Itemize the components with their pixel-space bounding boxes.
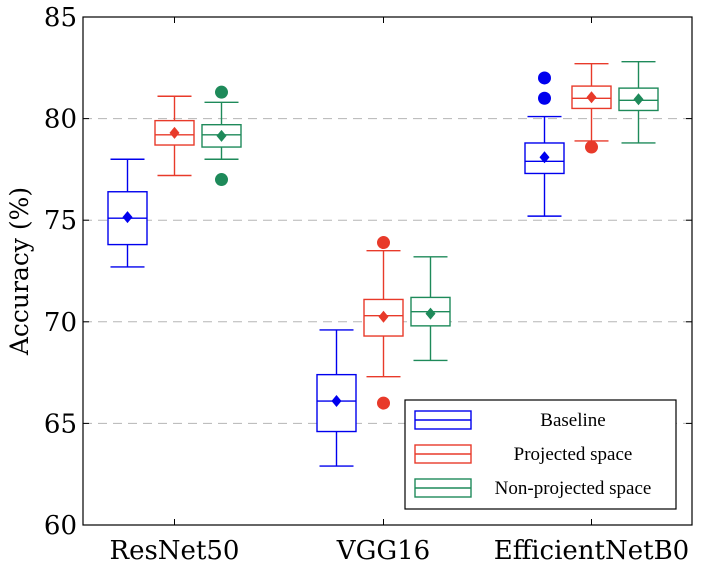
x-tick-label: VGG16 [336,536,430,566]
mean-marker [586,91,597,104]
legend-label: Non-projected space [495,478,652,499]
mean-marker [539,151,550,164]
y-axis: 60 65 70 75 80 85 [44,3,692,541]
box-projected-space-vgg16 [363,236,404,410]
mean-marker [633,93,644,106]
y-tick-label: 75 [44,206,77,236]
x-axis: ResNet50 VGG16 EfficientNetB0 [110,17,689,566]
x-tick-label: ResNet50 [110,536,240,566]
legend-label: Baseline [540,410,605,431]
y-axis-label: Accuracy (%) [5,187,34,356]
x-tick-label: EfficientNetB0 [494,536,689,566]
mean-marker [331,395,342,408]
mean-marker [425,307,436,320]
outlier-point [538,71,551,85]
box-non-projected-space-resnet50 [201,85,242,187]
box-groups [107,61,659,467]
box-baseline-efficientnetb0 [524,71,565,217]
legend-entry: Non-projected space [414,478,652,499]
legend-label: Projected space [514,444,633,465]
legend: Baseline Projected space Non-projected spa… [404,399,677,510]
mean-marker [378,310,389,323]
y-tick-label: 70 [44,308,77,338]
outlier-point [538,91,551,105]
outlier-point [377,236,390,250]
legend-entry: Projected space [414,444,633,465]
box-projected-space-resnet50 [154,95,195,177]
outlier-point [377,396,390,410]
mean-marker [169,126,180,139]
mean-marker [216,129,227,142]
mean-marker [122,211,133,224]
box-baseline-vgg16 [316,329,357,467]
box-baseline-resnet50 [107,158,148,268]
box-non-projected-space-efficientnetb0 [618,61,659,144]
outlier-point [215,173,228,187]
outlier-point [585,140,598,154]
plot-frame [82,16,693,526]
box-non-projected-space-vgg16 [410,256,451,362]
box-projected-space-efficientnetb0 [571,63,612,154]
y-tick-label: 65 [44,409,77,439]
legend-entry: Baseline [414,410,606,431]
y-tick-label: 80 [44,105,77,135]
outlier-point [215,85,228,99]
y-tick-label: 85 [44,3,77,33]
y-tick-label: 60 [44,511,77,541]
